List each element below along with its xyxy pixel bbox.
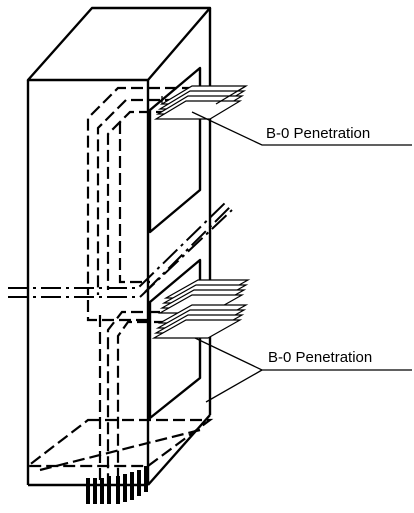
upper-conductor-bundle bbox=[153, 85, 249, 120]
bottom-conductor-stubs bbox=[86, 466, 148, 504]
lower-opening bbox=[148, 258, 202, 420]
leader-lines bbox=[191, 111, 412, 403]
floor-penetration-outline bbox=[24, 418, 214, 472]
lower-penetration-label: B-0 Penetration bbox=[268, 349, 372, 366]
dash-dot-tray bbox=[8, 199, 233, 298]
upper-opening bbox=[148, 66, 202, 234]
lower-conductor-bundle-bottom bbox=[151, 304, 249, 339]
upper-penetration-label: B-0 Penetration bbox=[266, 125, 370, 142]
